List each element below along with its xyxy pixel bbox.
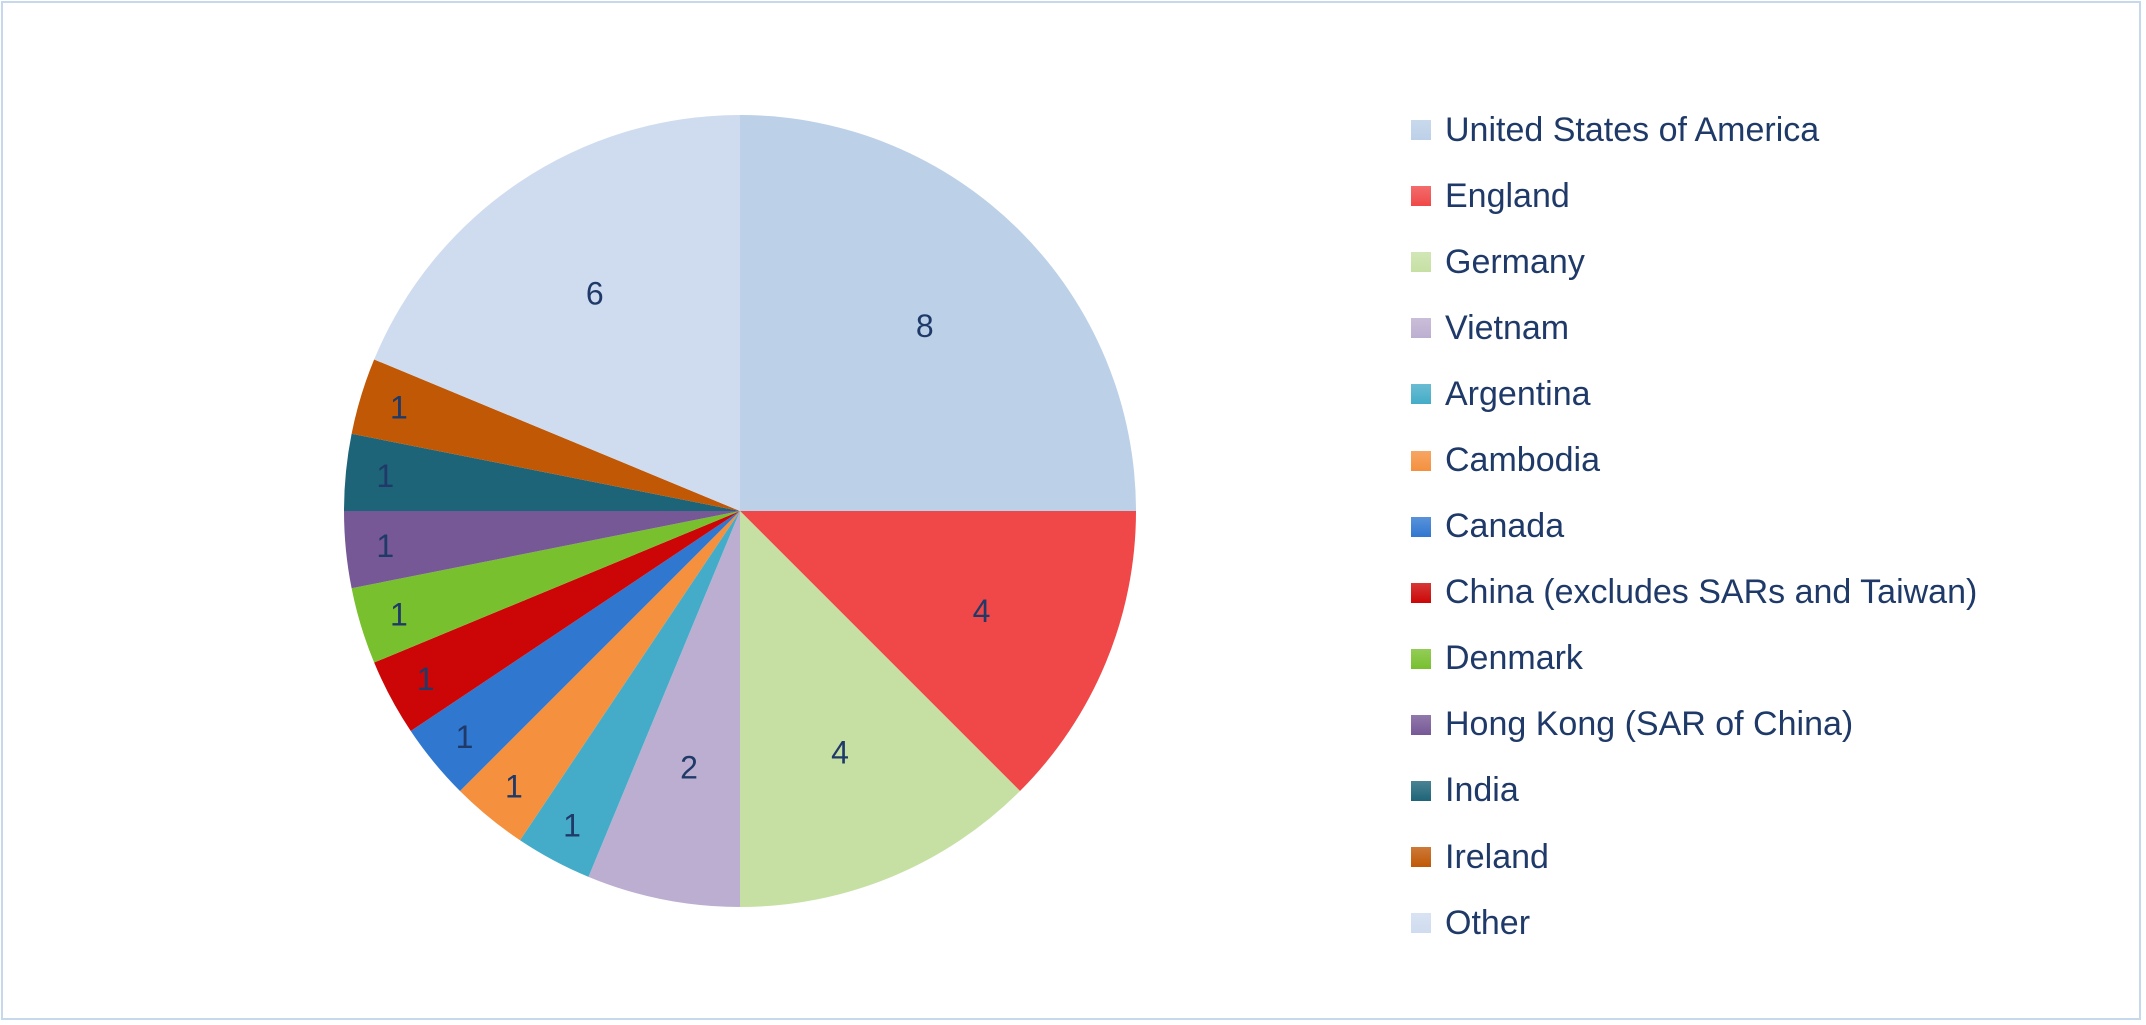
- legend-swatch: [1411, 582, 1431, 603]
- pie-slice-vietnam: [588, 511, 740, 907]
- legend-swatch: [1411, 780, 1431, 801]
- pie-slice-germany: [740, 511, 1021, 907]
- legend-label: Ireland: [1445, 837, 1549, 876]
- data-label: 1: [417, 661, 435, 697]
- legend-swatch: [1411, 450, 1431, 471]
- data-label: 4: [973, 593, 991, 629]
- data-label: 8: [916, 308, 934, 344]
- legend-item: England: [1411, 163, 1977, 229]
- legend-item: Other: [1411, 890, 1977, 956]
- legend-item: Ireland: [1411, 824, 1977, 890]
- pie-slice-ireland: [351, 359, 740, 511]
- pie-slice-united-states-of-america: [740, 115, 1136, 511]
- legend-label: Hong Kong (SAR of China): [1445, 705, 1854, 744]
- pie-slice-canada: [410, 511, 740, 792]
- legend-label: Argentina: [1445, 374, 1591, 413]
- legend-label: Canada: [1445, 507, 1565, 546]
- pie-slice-cambodia: [459, 511, 740, 841]
- legend-swatch: [1411, 648, 1431, 669]
- pie-slice-argentina: [519, 511, 740, 877]
- data-label: 2: [680, 749, 698, 785]
- legend-label: China (excludes SARs and Taiwan): [1445, 573, 1978, 612]
- legend-swatch: [1411, 252, 1431, 273]
- legend: United States of America England Germany Vi…: [1411, 97, 1977, 956]
- legend-item: Hong Kong (SAR of China): [1411, 692, 1977, 758]
- legend-swatch: [1411, 516, 1431, 537]
- data-label: 1: [563, 807, 581, 843]
- legend-label: England: [1445, 176, 1570, 215]
- legend-swatch: [1411, 318, 1431, 339]
- data-label: 1: [505, 769, 523, 805]
- legend-item: China (excludes SARs and Taiwan): [1411, 560, 1977, 626]
- data-label: 1: [376, 458, 394, 494]
- legend-label: Cambodia: [1445, 441, 1600, 480]
- data-label: 1: [390, 390, 408, 426]
- legend-swatch: [1411, 913, 1431, 934]
- legend-swatch: [1411, 120, 1431, 141]
- legend-swatch: [1411, 384, 1431, 405]
- pie-slice-hong-kong-sar-of-china-: [344, 511, 740, 589]
- legend-swatch: [1411, 847, 1431, 868]
- legend-item: Vietnam: [1411, 295, 1977, 361]
- legend-item: Germany: [1411, 229, 1977, 295]
- pie-slice-england: [740, 511, 1136, 792]
- pie-slice-india: [344, 433, 740, 511]
- legend-item: Cambodia: [1411, 427, 1977, 493]
- pie-slice-other: [374, 115, 740, 511]
- legend-swatch: [1411, 714, 1431, 735]
- pie-slice-denmark: [351, 511, 740, 663]
- legend-swatch: [1411, 186, 1431, 207]
- legend-label: Other: [1445, 903, 1531, 942]
- data-label: 1: [390, 596, 408, 632]
- data-label: 6: [586, 276, 604, 312]
- legend-label: India: [1445, 771, 1519, 810]
- legend-label: Vietnam: [1445, 308, 1570, 347]
- data-label: 4: [831, 734, 849, 770]
- pie-slice-china-excludes-sars-and-taiwan-: [374, 511, 740, 732]
- legend-item: Denmark: [1411, 626, 1977, 692]
- legend-label: Denmark: [1445, 639, 1583, 678]
- legend-label: Germany: [1445, 242, 1585, 281]
- legend-item: Canada: [1411, 494, 1977, 560]
- legend-label: United States of America: [1445, 110, 1820, 149]
- legend-item: India: [1411, 758, 1977, 824]
- data-label: 1: [456, 719, 474, 755]
- legend-item: United States of America: [1411, 97, 1977, 163]
- legend-item: Argentina: [1411, 361, 1977, 427]
- data-label: 1: [376, 528, 394, 564]
